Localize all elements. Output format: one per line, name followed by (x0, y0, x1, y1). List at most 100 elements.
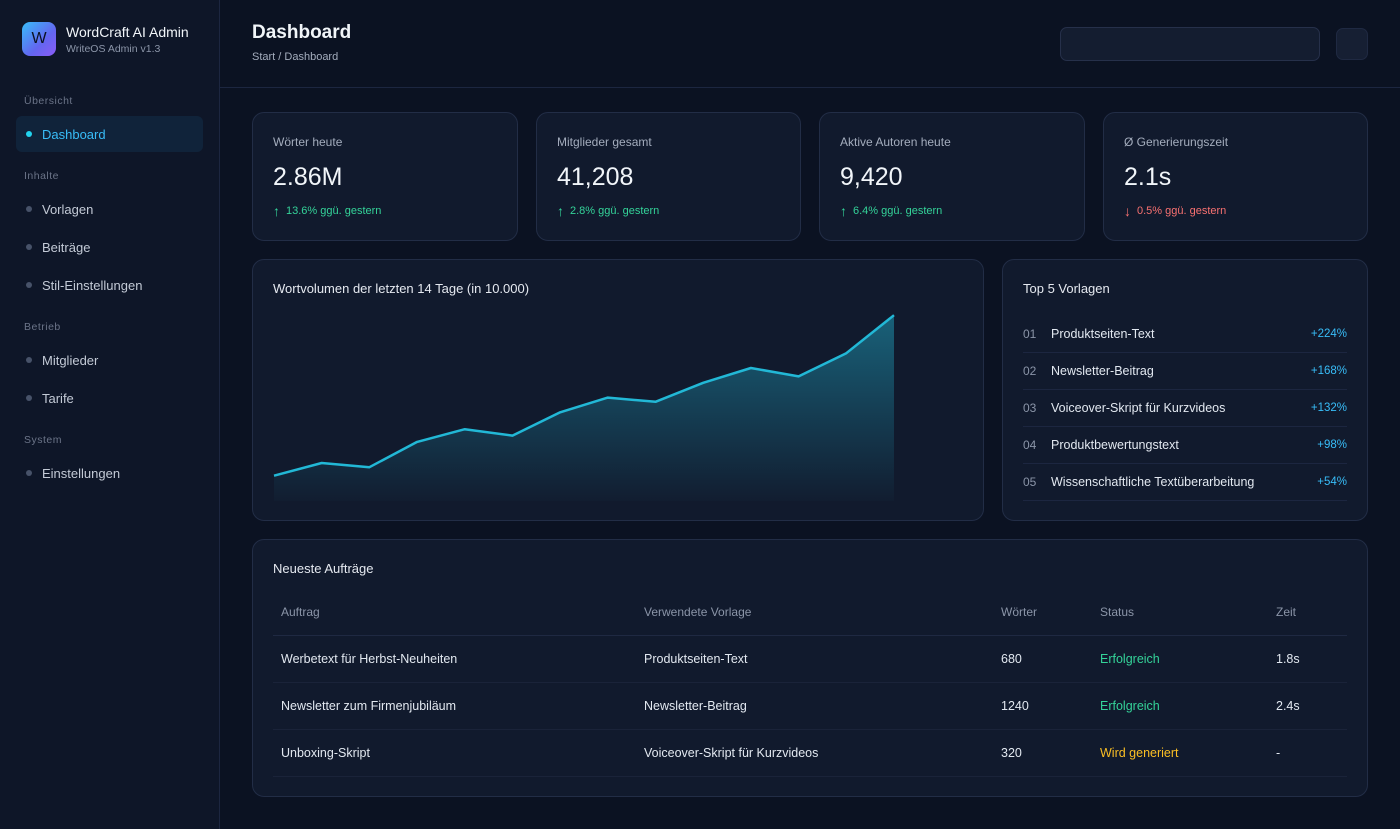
bullet-icon (26, 131, 32, 137)
template-growth: +132% (1310, 402, 1347, 414)
rank-number: 02 (1023, 364, 1037, 378)
rank-number: 01 (1023, 327, 1037, 341)
recent-orders-title: Neueste Aufträge (273, 561, 374, 576)
template-growth: +224% (1310, 328, 1347, 340)
search-input[interactable] (1060, 27, 1320, 61)
cell-task: Newsletter zum Firmenjubiläum (273, 682, 636, 730)
template-name: Voiceover-Skript für Kurzvideos (1051, 401, 1226, 415)
kpi-trend: ↑ 6.4% ggü. gestern (840, 203, 942, 219)
template-growth: +54% (1317, 476, 1347, 488)
status-badge: Erfolgreich (1092, 635, 1268, 683)
column-header-words[interactable]: Wörter (993, 590, 1092, 636)
kpi-trend-text: 13.6% ggü. gestern (286, 205, 382, 217)
table-row[interactable]: Werbetext für Herbst-Neuheiten Produktse… (273, 635, 1347, 683)
column-header-status[interactable]: Status (1092, 590, 1268, 636)
bullet-icon (26, 357, 32, 363)
kpi-card-active-authors: Aktive Autoren heute 9,420 ↑ 6.4% ggü. g… (819, 112, 1085, 241)
kpi-card-members-total: Mitglieder gesamt 41,208 ↑ 2.8% ggü. ges… (536, 112, 801, 241)
top-templates-card: Top 5 Vorlagen 01 Produktseiten-Text +22… (1002, 259, 1368, 521)
kpi-card-words-today: Wörter heute 2.86M ↑ 13.6% ggü. gestern (252, 112, 518, 241)
table-row[interactable]: Unboxing-Skript Voiceover-Skript für Kur… (273, 729, 1347, 777)
sidebar-item-style-settings[interactable]: Stil-Einstellungen (16, 267, 203, 303)
kpi-value: 41,208 (557, 163, 634, 191)
cell-template: Voiceover-Skript für Kurzvideos (636, 729, 993, 777)
kpi-trend: ↑ 2.8% ggü. gestern (557, 203, 659, 219)
top-templates-list: 01 Produktseiten-Text +224% 02 Newslette… (1023, 316, 1347, 501)
list-item[interactable]: 05 Wissenschaftliche Textüberarbeitung +… (1023, 464, 1347, 501)
breadcrumb[interactable]: Start / Dashboard (252, 51, 339, 63)
sidebar-item-label: Dashboard (42, 126, 106, 142)
kpi-label: Aktive Autoren heute (840, 135, 951, 149)
bullet-icon (26, 282, 32, 288)
list-item[interactable]: 02 Newsletter-Beitrag +168% (1023, 353, 1347, 390)
table-header-row: Auftrag Verwendete Vorlage Wörter Status… (273, 590, 1347, 636)
rank-number: 03 (1023, 401, 1037, 415)
nav-group-system: System (24, 434, 63, 446)
notification-icon[interactable] (1336, 28, 1368, 60)
cell-words: 680 (993, 635, 1092, 683)
sidebar-item-label: Stil-Einstellungen (42, 277, 143, 293)
bullet-icon (26, 244, 32, 250)
kpi-value: 2.1s (1124, 163, 1172, 191)
brand-subtitle: WriteOS Admin v1.3 (66, 42, 161, 55)
status-badge: Wird generiert (1092, 729, 1268, 777)
cell-time: 2.4s (1268, 682, 1347, 730)
arrow-down-icon: ↓ (1124, 203, 1131, 219)
template-name: Wissenschaftliche Textüberarbeitung (1051, 475, 1255, 489)
cell-template: Produktseiten-Text (636, 635, 993, 683)
kpi-label: Wörter heute (273, 135, 343, 149)
chart-card-word-volume: Wortvolumen der letzten 14 Tage (in 10.0… (252, 259, 984, 521)
brand-logo: W (22, 22, 56, 56)
sidebar-item-label: Mitglieder (42, 352, 99, 368)
top-templates-title: Top 5 Vorlagen (1023, 281, 1110, 296)
column-header-task[interactable]: Auftrag (273, 590, 636, 636)
brand[interactable]: W WordCraft AI Admin WriteOS Admin v1.3 (22, 22, 189, 56)
status-badge: Erfolgreich (1092, 682, 1268, 730)
sidebar-item-dashboard[interactable]: Dashboard (16, 116, 203, 152)
brand-title: WordCraft AI Admin (66, 23, 189, 40)
bullet-icon (26, 206, 32, 212)
kpi-card-generation-time: Ø Generierungszeit 2.1s ↓ 0.5% ggü. gest… (1103, 112, 1368, 241)
sidebar: W WordCraft AI Admin WriteOS Admin v1.3 … (0, 0, 220, 829)
rank-number: 05 (1023, 475, 1037, 489)
cell-time: - (1268, 729, 1347, 777)
list-item[interactable]: 04 Produktbewertungstext +98% (1023, 427, 1347, 464)
list-item[interactable]: 03 Voiceover-Skript für Kurzvideos +132% (1023, 390, 1347, 427)
sidebar-item-label: Beiträge (42, 239, 91, 255)
bullet-icon (26, 470, 32, 476)
sidebar-item-members[interactable]: Mitglieder (16, 342, 203, 378)
kpi-trend: ↓ 0.5% ggü. gestern (1124, 203, 1226, 219)
arrow-up-icon: ↑ (840, 203, 847, 219)
sidebar-item-label: Einstellungen (42, 465, 121, 481)
template-name: Produktseiten-Text (1051, 327, 1155, 341)
chart-area-fill (274, 315, 894, 501)
cell-task: Unboxing-Skript (273, 729, 636, 777)
template-growth: +168% (1310, 365, 1347, 377)
kpi-label: Mitglieder gesamt (557, 135, 652, 149)
sidebar-item-plans[interactable]: Tarife (16, 380, 203, 416)
template-growth: +98% (1317, 439, 1347, 451)
kpi-value: 2.86M (273, 163, 343, 191)
sidebar-item-posts[interactable]: Beiträge (16, 229, 203, 265)
chart-series-line (273, 314, 895, 477)
table-row[interactable]: Newsletter zum Firmenjubiläum Newsletter… (273, 682, 1347, 730)
kpi-trend-text: 6.4% ggü. gestern (853, 205, 943, 217)
template-name: Newsletter-Beitrag (1051, 364, 1154, 378)
sidebar-item-label: Tarife (42, 390, 74, 406)
arrow-up-icon: ↑ (273, 203, 280, 219)
column-header-time[interactable]: Zeit (1268, 590, 1347, 636)
sidebar-item-settings[interactable]: Einstellungen (16, 455, 203, 491)
nav-group-overview: Übersicht (24, 95, 73, 107)
list-item[interactable]: 01 Produktseiten-Text +224% (1023, 316, 1347, 353)
chart-title: Wortvolumen der letzten 14 Tage (in 10.0… (273, 281, 530, 296)
nav-group-operations: Betrieb (24, 321, 61, 333)
nav-group-content: Inhalte (24, 170, 60, 182)
template-name: Produktbewertungstext (1051, 438, 1179, 452)
cell-words: 1240 (993, 682, 1092, 730)
kpi-value: 9,420 (840, 163, 903, 191)
sidebar-item-templates[interactable]: Vorlagen (16, 191, 203, 227)
rank-number: 04 (1023, 438, 1037, 452)
kpi-trend-text: 2.8% ggü. gestern (570, 205, 660, 217)
column-header-template[interactable]: Verwendete Vorlage (636, 590, 993, 636)
cell-task: Werbetext für Herbst-Neuheiten (273, 635, 636, 683)
